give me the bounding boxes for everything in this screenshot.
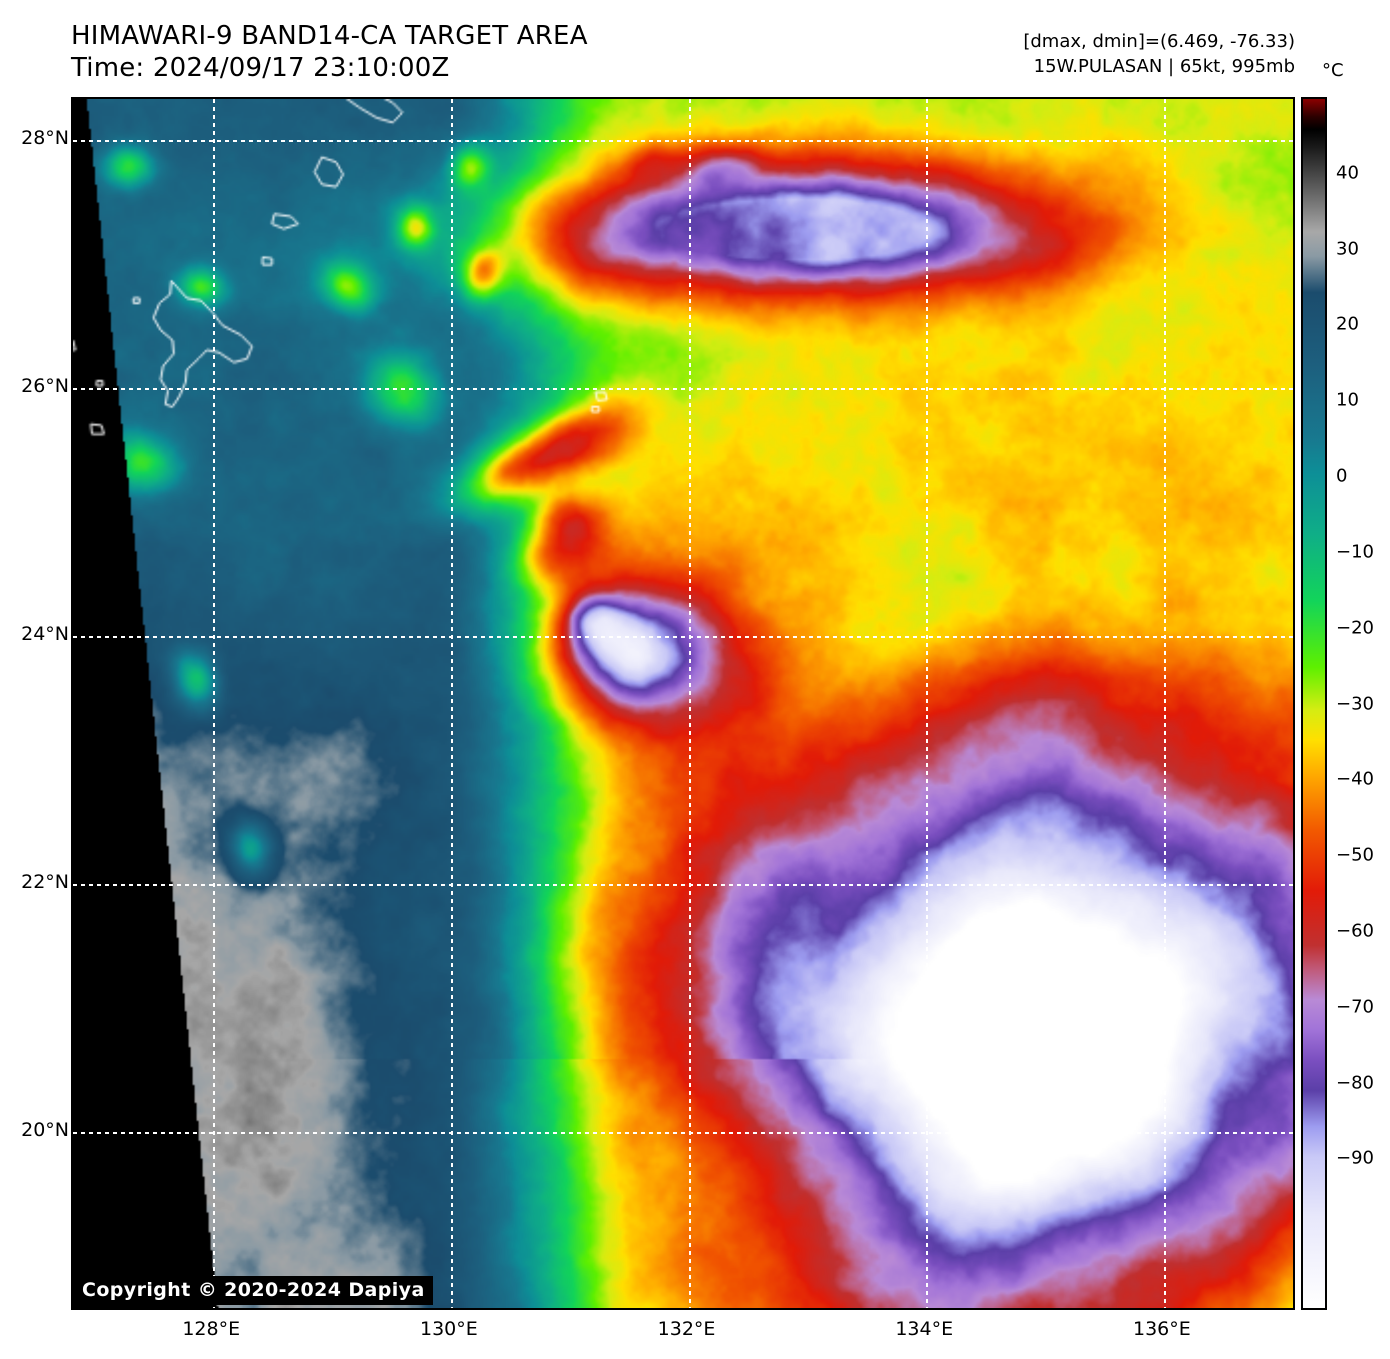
latitude-tick-3: 22°N bbox=[21, 871, 69, 894]
colorbar-unit-label: °C bbox=[1322, 60, 1344, 81]
copyright-watermark: Copyright © 2020-2024 Dapiya bbox=[76, 1276, 433, 1305]
colorbar-tick-7: −30 bbox=[1336, 693, 1374, 714]
data-range-label: [dmax, dmin]=(6.469, -76.33) bbox=[1023, 31, 1295, 52]
temperature-colorbar[interactable] bbox=[1301, 97, 1327, 1310]
colorbar-tick-0: 40 bbox=[1336, 162, 1359, 184]
colorbar-tick-8: −40 bbox=[1336, 768, 1374, 790]
colorbar-tick-12: −80 bbox=[1336, 1072, 1374, 1094]
longitude-tick-3: 134°E bbox=[895, 1318, 954, 1340]
colorbar-tick-5: −10 bbox=[1336, 541, 1374, 563]
colorbar-tick-9: −50 bbox=[1336, 844, 1374, 866]
latitude-tick-4: 20°N bbox=[21, 1119, 69, 1142]
colorbar-gradient bbox=[1303, 99, 1325, 1308]
colorbar-tick-2: 20 bbox=[1336, 313, 1359, 335]
colorbar-tick-3: 10 bbox=[1336, 389, 1359, 411]
colorbar-tick-10: −60 bbox=[1336, 920, 1374, 942]
latitude-tick-1: 26°N bbox=[21, 374, 69, 397]
timestamp-label: Time: 2024/09/17 23:10:00Z bbox=[71, 53, 450, 83]
longitude-tick-1: 130°E bbox=[420, 1318, 478, 1340]
longitude-tick-0: 128°E bbox=[182, 1318, 241, 1340]
latitude-tick-0: 28°N bbox=[21, 126, 69, 149]
colorbar-tick-1: 30 bbox=[1336, 238, 1359, 260]
page-title: HIMAWARI-9 BAND14-CA TARGET AREA bbox=[71, 21, 588, 51]
colorbar-tick-6: −20 bbox=[1336, 617, 1374, 639]
colorbar-tick-13: −90 bbox=[1336, 1147, 1374, 1169]
longitude-tick-2: 132°E bbox=[657, 1318, 716, 1340]
longitude-tick-4: 136°E bbox=[1133, 1318, 1191, 1340]
colorbar-tick-4: 0 bbox=[1336, 465, 1348, 487]
infrared-brightness-temperature-raster bbox=[73, 99, 1293, 1308]
ir-satellite-map[interactable] bbox=[71, 97, 1295, 1310]
latitude-tick-2: 24°N bbox=[21, 623, 69, 646]
storm-info-label: 15W.PULASAN | 65kt, 995mb bbox=[1033, 56, 1295, 77]
colorbar-tick-11: −70 bbox=[1336, 996, 1374, 1018]
